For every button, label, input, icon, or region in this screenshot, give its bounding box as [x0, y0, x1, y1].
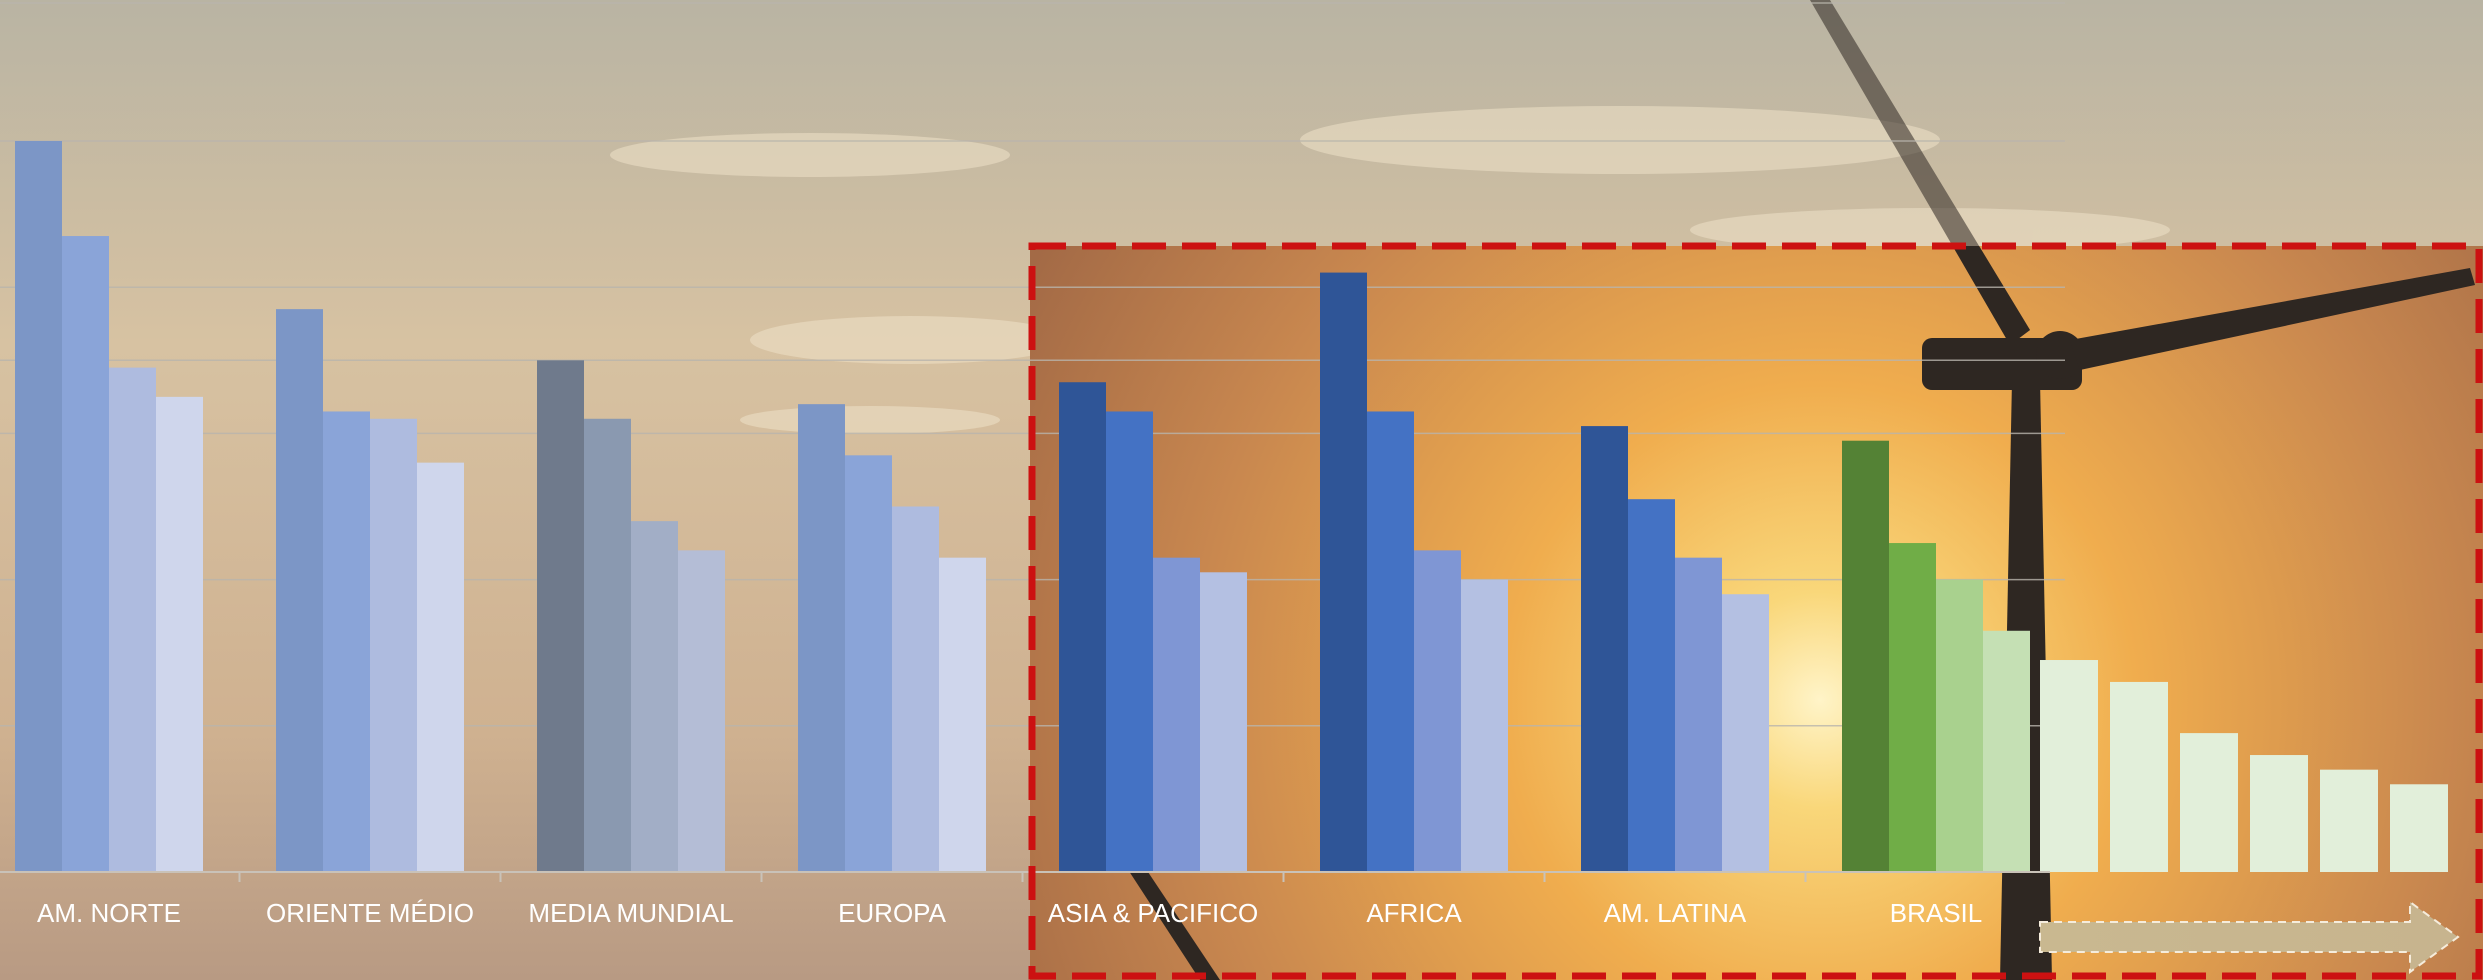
bar [1461, 579, 1508, 872]
bar [631, 521, 678, 872]
bar [537, 360, 584, 872]
bar [939, 557, 986, 872]
bar [2110, 681, 2168, 872]
bar [1320, 272, 1367, 873]
category-label: BRASIL [1890, 898, 1983, 928]
bar [1200, 572, 1247, 872]
bar [276, 309, 323, 872]
bar [1983, 630, 2030, 872]
highlight-box [1028, 242, 2483, 980]
bar [2390, 784, 2448, 872]
category-label: ORIENTE MÉDIO [266, 898, 474, 928]
bar [892, 506, 939, 872]
x-axis-ticks [238, 872, 1807, 882]
bar [1106, 411, 1153, 872]
category-label: MEDIA MUNDIAL [528, 898, 733, 928]
bar [1675, 557, 1722, 872]
category-label: ASIA & PACIFICO [1048, 898, 1258, 928]
bar [323, 411, 370, 872]
bar [678, 550, 725, 872]
bar [1581, 426, 1628, 872]
bar [1889, 543, 1936, 872]
bar [156, 396, 203, 872]
bar [2250, 755, 2308, 872]
bar [1628, 499, 1675, 872]
right-arrow [2039, 900, 2460, 974]
bar [798, 404, 845, 872]
category-labels: AM. NORTE ORIENTE MÉDIO MEDIA MUNDIAL EUROP… [37, 898, 1982, 928]
bars [15, 141, 2448, 873]
category-label: EUROPA [838, 898, 947, 928]
bar [370, 418, 417, 872]
bar [1367, 411, 1414, 872]
bar [109, 367, 156, 872]
bar [1722, 594, 1769, 872]
bar [2180, 733, 2238, 872]
bar [2320, 769, 2378, 872]
bar [845, 455, 892, 872]
bar [2040, 660, 2098, 872]
category-label: AM. LATINA [1604, 898, 1747, 928]
bar [1842, 440, 1889, 872]
bar [584, 418, 631, 872]
bar [417, 462, 464, 872]
bar [15, 141, 62, 872]
bar [1153, 557, 1200, 872]
bar [1414, 550, 1461, 872]
category-label: AM. NORTE [37, 898, 181, 928]
bar [1936, 579, 1983, 872]
bar [62, 236, 109, 872]
category-label: AFRICA [1366, 898, 1462, 928]
bar [1059, 382, 1106, 872]
